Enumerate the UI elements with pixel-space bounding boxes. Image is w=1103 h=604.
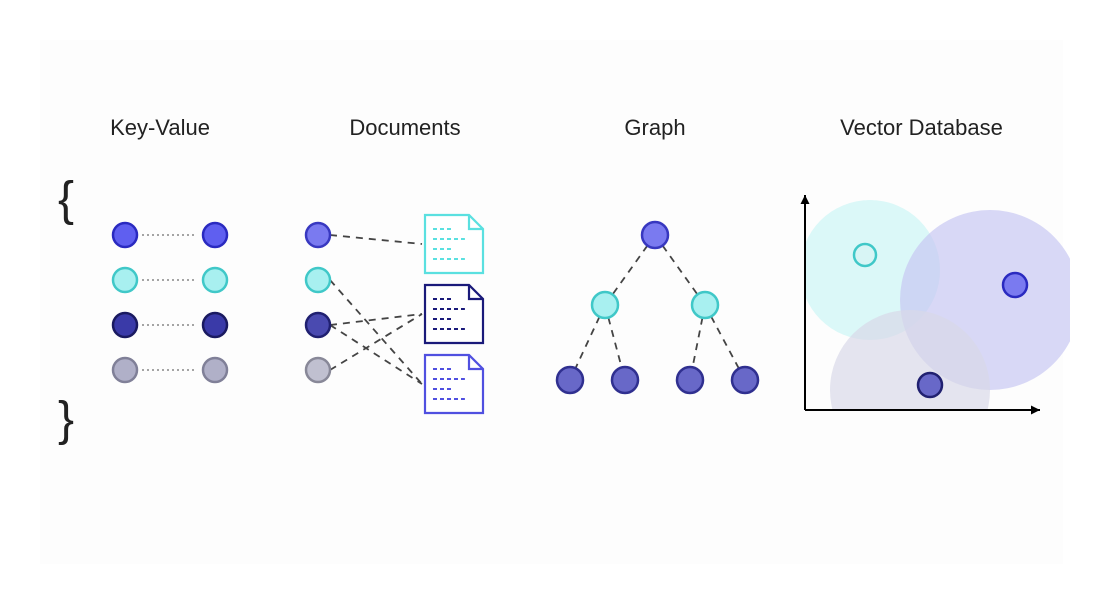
keyvalue-diagram: {} — [40, 40, 280, 564]
panel-documents: Documents — [280, 40, 530, 564]
panel-vector: Vector Database — [780, 40, 1063, 564]
diagram-canvas: Key-Value {} Documents Graph Vector Data… — [40, 40, 1063, 564]
panel-graph: Graph — [530, 40, 780, 564]
graph-diagram — [530, 40, 780, 564]
svg-text:}: } — [58, 393, 74, 446]
svg-text:{: { — [58, 173, 74, 226]
vector-diagram — [780, 40, 1063, 564]
documents-diagram — [280, 40, 530, 564]
panel-keyvalue: Key-Value {} — [40, 40, 280, 564]
